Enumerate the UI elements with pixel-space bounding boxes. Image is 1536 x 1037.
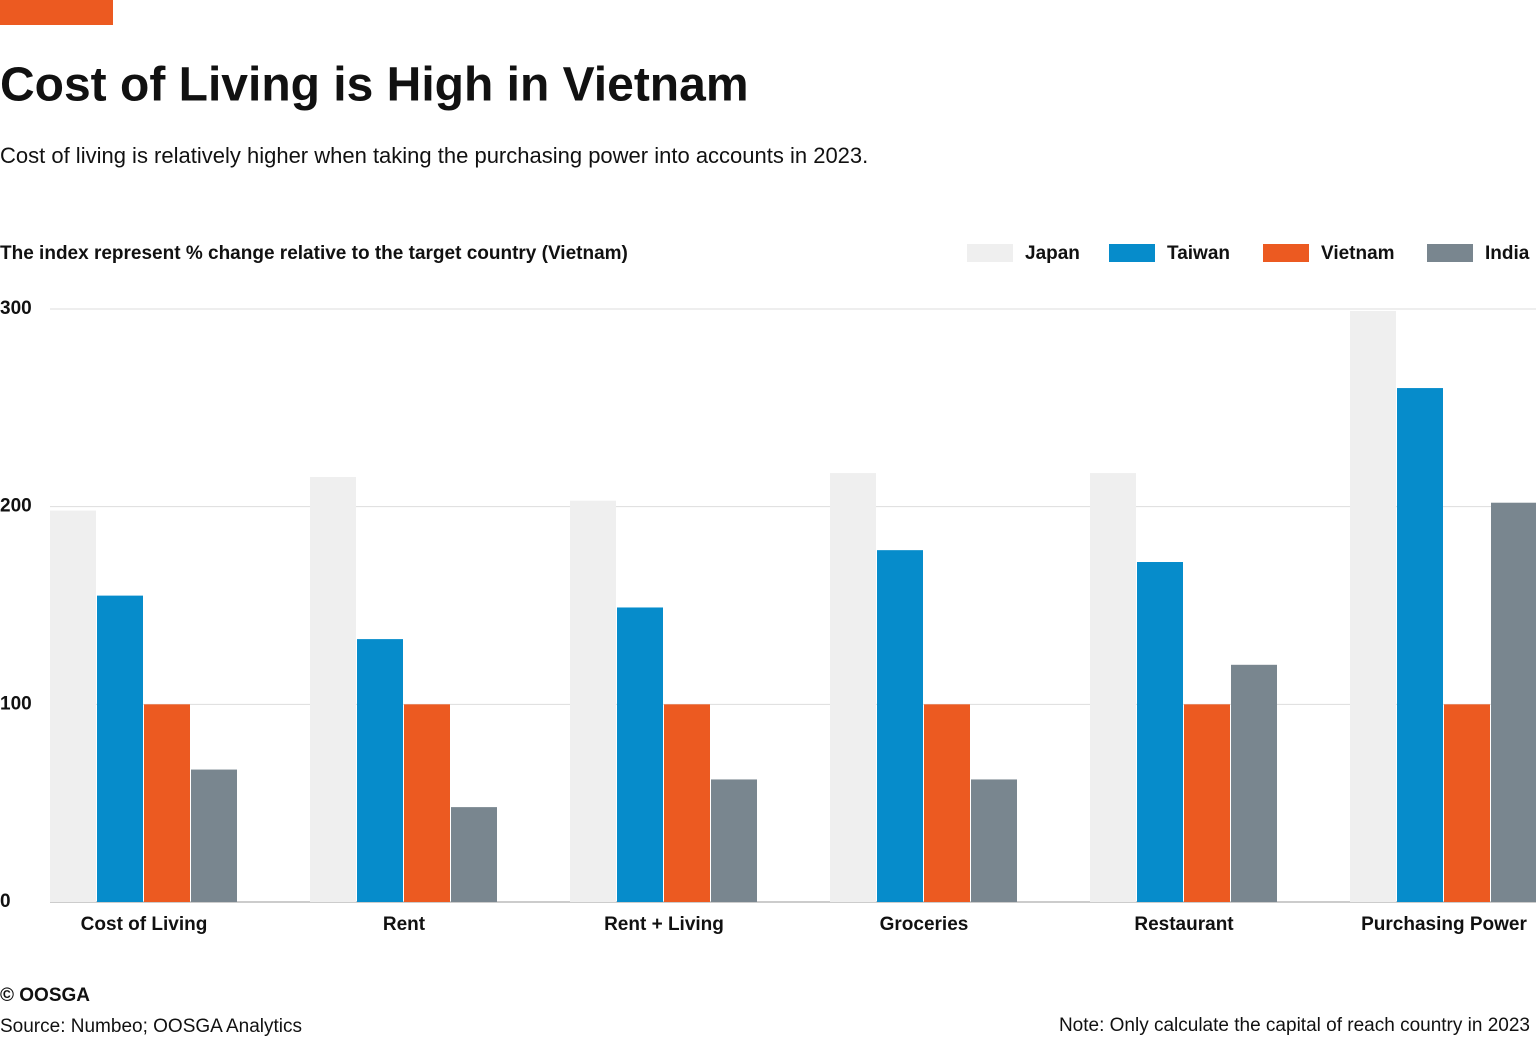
x-tick-label: Cost of Living (81, 914, 208, 935)
y-tick-label: 200 (0, 496, 32, 517)
chart-title: Cost of Living is High in Vietnam (0, 59, 749, 112)
bar (664, 704, 710, 902)
axis-title: The index represent % change relative to… (0, 243, 628, 264)
bar (451, 807, 497, 902)
bar (144, 704, 190, 902)
x-tick-label: Rent + Living (604, 914, 724, 935)
legend-swatch (1263, 244, 1309, 262)
bar (570, 500, 616, 902)
bar (924, 704, 970, 902)
bar (1491, 502, 1536, 902)
bar (1444, 704, 1490, 902)
accent-bar (0, 0, 113, 25)
bar (830, 473, 876, 902)
y-tick-label: 0 (0, 891, 11, 912)
legend-label: India (1485, 243, 1530, 264)
y-tick-label: 300 (0, 298, 32, 319)
bar (877, 550, 923, 902)
legend-swatch (967, 244, 1013, 262)
bar (310, 477, 356, 902)
chart-subtitle: Cost of living is relatively higher when… (0, 143, 868, 168)
legend-swatch (1427, 244, 1473, 262)
bar (1184, 704, 1230, 902)
bar (617, 607, 663, 902)
bar (1350, 310, 1396, 902)
bar (357, 639, 403, 902)
bar (404, 704, 450, 902)
copyright: © OOSGA (0, 985, 90, 1006)
x-tick-label: Purchasing Power (1361, 914, 1527, 935)
y-tick-label: 100 (0, 693, 32, 714)
bar (1231, 664, 1277, 902)
x-tick-label: Restaurant (1134, 914, 1234, 935)
bar (711, 779, 757, 902)
legend-swatch (1109, 244, 1155, 262)
bar (50, 510, 96, 902)
bar (1137, 562, 1183, 902)
legend-label: Taiwan (1167, 243, 1230, 264)
bar (1397, 388, 1443, 903)
legend-label: Vietnam (1321, 243, 1395, 264)
note: Note: Only calculate the capital of reac… (1059, 1015, 1530, 1036)
source: Source: Numbeo; OOSGA Analytics (0, 1016, 302, 1037)
x-tick-label: Groceries (880, 914, 969, 935)
legend-label: Japan (1025, 243, 1080, 264)
x-tick-label: Rent (383, 914, 426, 935)
bar (191, 769, 237, 902)
bar (97, 595, 143, 902)
bar (971, 779, 1017, 902)
bar (1090, 473, 1136, 902)
